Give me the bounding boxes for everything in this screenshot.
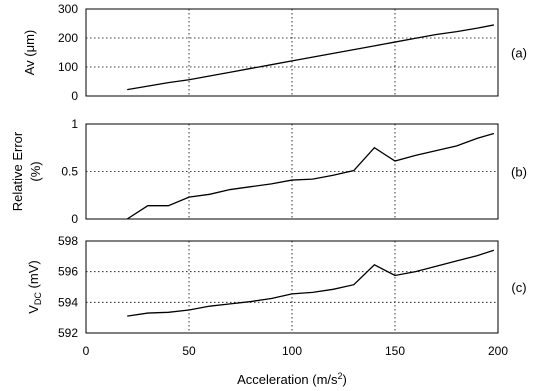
x-ticks-c: 0 50 100 150 200	[83, 344, 509, 358]
y-ticks-b: 00.51	[61, 117, 78, 226]
x-tick-label: 50	[182, 344, 196, 358]
y-axis-label-c-sub: DC	[33, 292, 43, 305]
series-line-b	[126, 132, 495, 220]
plot-frame-a	[85, 8, 499, 97]
y-tick-label: 0.5	[61, 165, 78, 179]
grid-c	[86, 241, 498, 333]
y-axis-label-c-rest: (mV)	[26, 260, 41, 292]
y-ticks-c: 592 594 596 598	[58, 234, 78, 340]
y-axis-label-c-main: V	[26, 305, 41, 314]
y-axis-label-b-line1: Relative Error	[10, 131, 25, 211]
y-tick-label: 596	[58, 265, 78, 279]
panel-c: 592 594 596 598 0 50 100 150 200 VDC (mV) Accel…	[26, 234, 527, 387]
panel-label-b: (b)	[511, 165, 527, 180]
y-tick-label: 598	[58, 234, 78, 248]
x-tick-label: 200	[488, 344, 508, 358]
x-axis-label-end: )	[343, 372, 347, 387]
x-tick-label: 0	[83, 344, 90, 358]
y-tick-label: 1	[71, 117, 78, 131]
y-axis-label-c: VDC (mV)	[26, 260, 43, 313]
plot-frame-c	[85, 240, 499, 334]
y-tick-label: 200	[58, 31, 78, 45]
plot-frame-b	[85, 123, 499, 220]
grid-b	[86, 124, 498, 219]
panel-label-c: (c)	[511, 280, 526, 295]
x-axis-label: Acceleration (m/s2)	[237, 371, 347, 387]
x-tick-label: 150	[385, 344, 405, 358]
y-ticks-a: 0 100 200 300	[58, 2, 78, 103]
panel-label-a: (a)	[511, 46, 527, 61]
panel-b: 00.51 Relative Error (%) (b)	[10, 117, 527, 226]
x-tick-label: 100	[282, 344, 302, 358]
y-tick-label: 0	[71, 89, 78, 103]
x-axis-label-main: Acceleration (m/s	[237, 372, 338, 387]
y-axis-label-a: Av (μm)	[22, 30, 37, 76]
y-tick-label: 592	[58, 326, 78, 340]
y-axis-label-b-line2: (%)	[28, 161, 43, 181]
grid-a	[86, 9, 498, 96]
series-line-a	[127, 24, 495, 91]
x-axis-label-sup: 2	[338, 371, 343, 381]
series-line-c	[127, 249, 495, 317]
y-tick-label: 594	[58, 295, 78, 309]
y-tick-label: 0	[71, 212, 78, 226]
panel-a: 0 100 200 300 Av (μm) (a)	[22, 2, 527, 103]
y-tick-label: 300	[58, 2, 78, 16]
y-tick-label: 100	[58, 60, 78, 74]
